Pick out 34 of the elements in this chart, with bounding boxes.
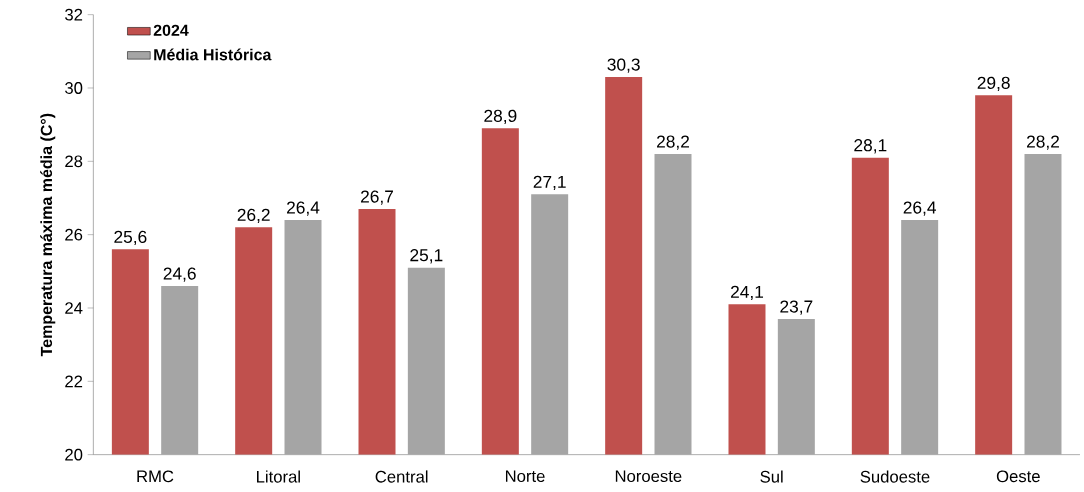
x-tick-label: Oeste — [996, 470, 1040, 483]
y-tick-label: 32 — [65, 8, 83, 21]
legend-label: Média Histórica — [154, 48, 272, 61]
y-axis-title: Temperatura máxima média (C°) — [40, 113, 56, 357]
data-label: 28,1 — [854, 139, 887, 154]
data-label: 28,9 — [484, 109, 517, 125]
data-label: 26,4 — [287, 201, 320, 216]
data-label: 23,7 — [780, 300, 813, 315]
data-label: 24,1 — [731, 285, 764, 301]
legend-label: 2024 — [153, 24, 189, 36]
data-label: 28,2 — [1027, 135, 1059, 150]
y-tick-label: 28 — [65, 155, 83, 168]
data-label: 26,7 — [361, 190, 393, 205]
x-tick-label: Sul — [760, 470, 783, 483]
y-tick-label: 22 — [65, 375, 83, 388]
x-tick-label: Norte — [505, 470, 545, 483]
y-tick-label: 26 — [65, 228, 83, 241]
data-label: 27,1 — [533, 175, 566, 191]
data-label: 30,3 — [607, 58, 640, 73]
x-tick-label: Sudoeste — [860, 470, 930, 483]
data-label: 25,1 — [410, 249, 443, 264]
y-tick-label: 24 — [65, 302, 83, 314]
data-label: 26,4 — [903, 201, 937, 216]
x-tick-label: Litoral — [257, 470, 300, 483]
x-tick-label: RMC — [137, 470, 174, 483]
data-label: 28,2 — [657, 135, 689, 150]
x-tick-label: Noroeste — [615, 470, 682, 483]
data-label: 24,6 — [163, 267, 196, 282]
data-label: 26,2 — [237, 208, 270, 224]
y-tick-label: 20 — [65, 448, 83, 461]
data-label: 29,8 — [977, 76, 1010, 92]
x-tick-label: Central — [375, 470, 428, 483]
y-tick-label: 30 — [65, 82, 83, 94]
data-label: 25,6 — [114, 230, 147, 246]
